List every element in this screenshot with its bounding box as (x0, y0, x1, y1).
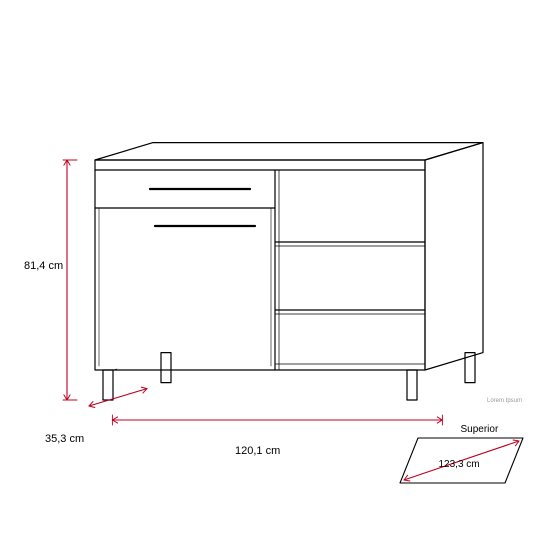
detail-diagonal: 123,3 cm (439, 459, 480, 470)
dim-depth-label: 35,3 cm (45, 433, 84, 445)
dim-height-label: 81,4 cm (24, 260, 63, 272)
detail-title: Superior (461, 424, 499, 435)
footnote: Lorem Ipsum (487, 398, 522, 404)
dim-width-label: 120,1 cm (235, 445, 280, 457)
